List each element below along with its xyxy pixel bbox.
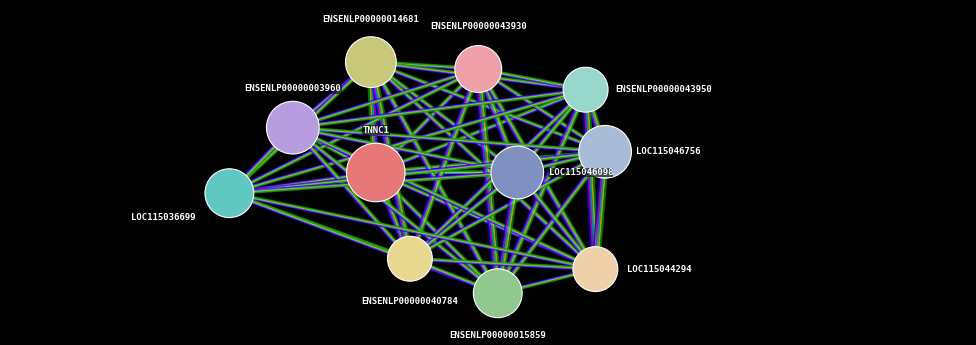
Text: ENSENLP00000043930: ENSENLP00000043930	[429, 22, 527, 31]
Text: ENSENLP00000014681: ENSENLP00000014681	[322, 15, 420, 24]
Ellipse shape	[579, 126, 631, 178]
Ellipse shape	[563, 67, 608, 112]
Ellipse shape	[346, 37, 396, 88]
Ellipse shape	[346, 143, 405, 202]
Ellipse shape	[266, 101, 319, 154]
Text: ENSENLP00000043950: ENSENLP00000043950	[615, 85, 712, 94]
Text: LOC115046756: LOC115046756	[636, 147, 701, 156]
Ellipse shape	[473, 269, 522, 318]
Ellipse shape	[491, 146, 544, 199]
Text: ENSENLP00000040784: ENSENLP00000040784	[361, 297, 459, 306]
Text: LOC115044294: LOC115044294	[627, 265, 691, 274]
Text: ENSENLP00000003960: ENSENLP00000003960	[244, 84, 342, 93]
Text: TNNC1: TNNC1	[362, 126, 389, 135]
Ellipse shape	[387, 236, 432, 281]
Ellipse shape	[205, 169, 254, 218]
Ellipse shape	[455, 46, 502, 92]
Ellipse shape	[573, 247, 618, 292]
Text: LOC115046098: LOC115046098	[549, 168, 613, 177]
Text: ENSENLP00000015859: ENSENLP00000015859	[449, 331, 547, 340]
Text: LOC115036699: LOC115036699	[131, 213, 195, 222]
